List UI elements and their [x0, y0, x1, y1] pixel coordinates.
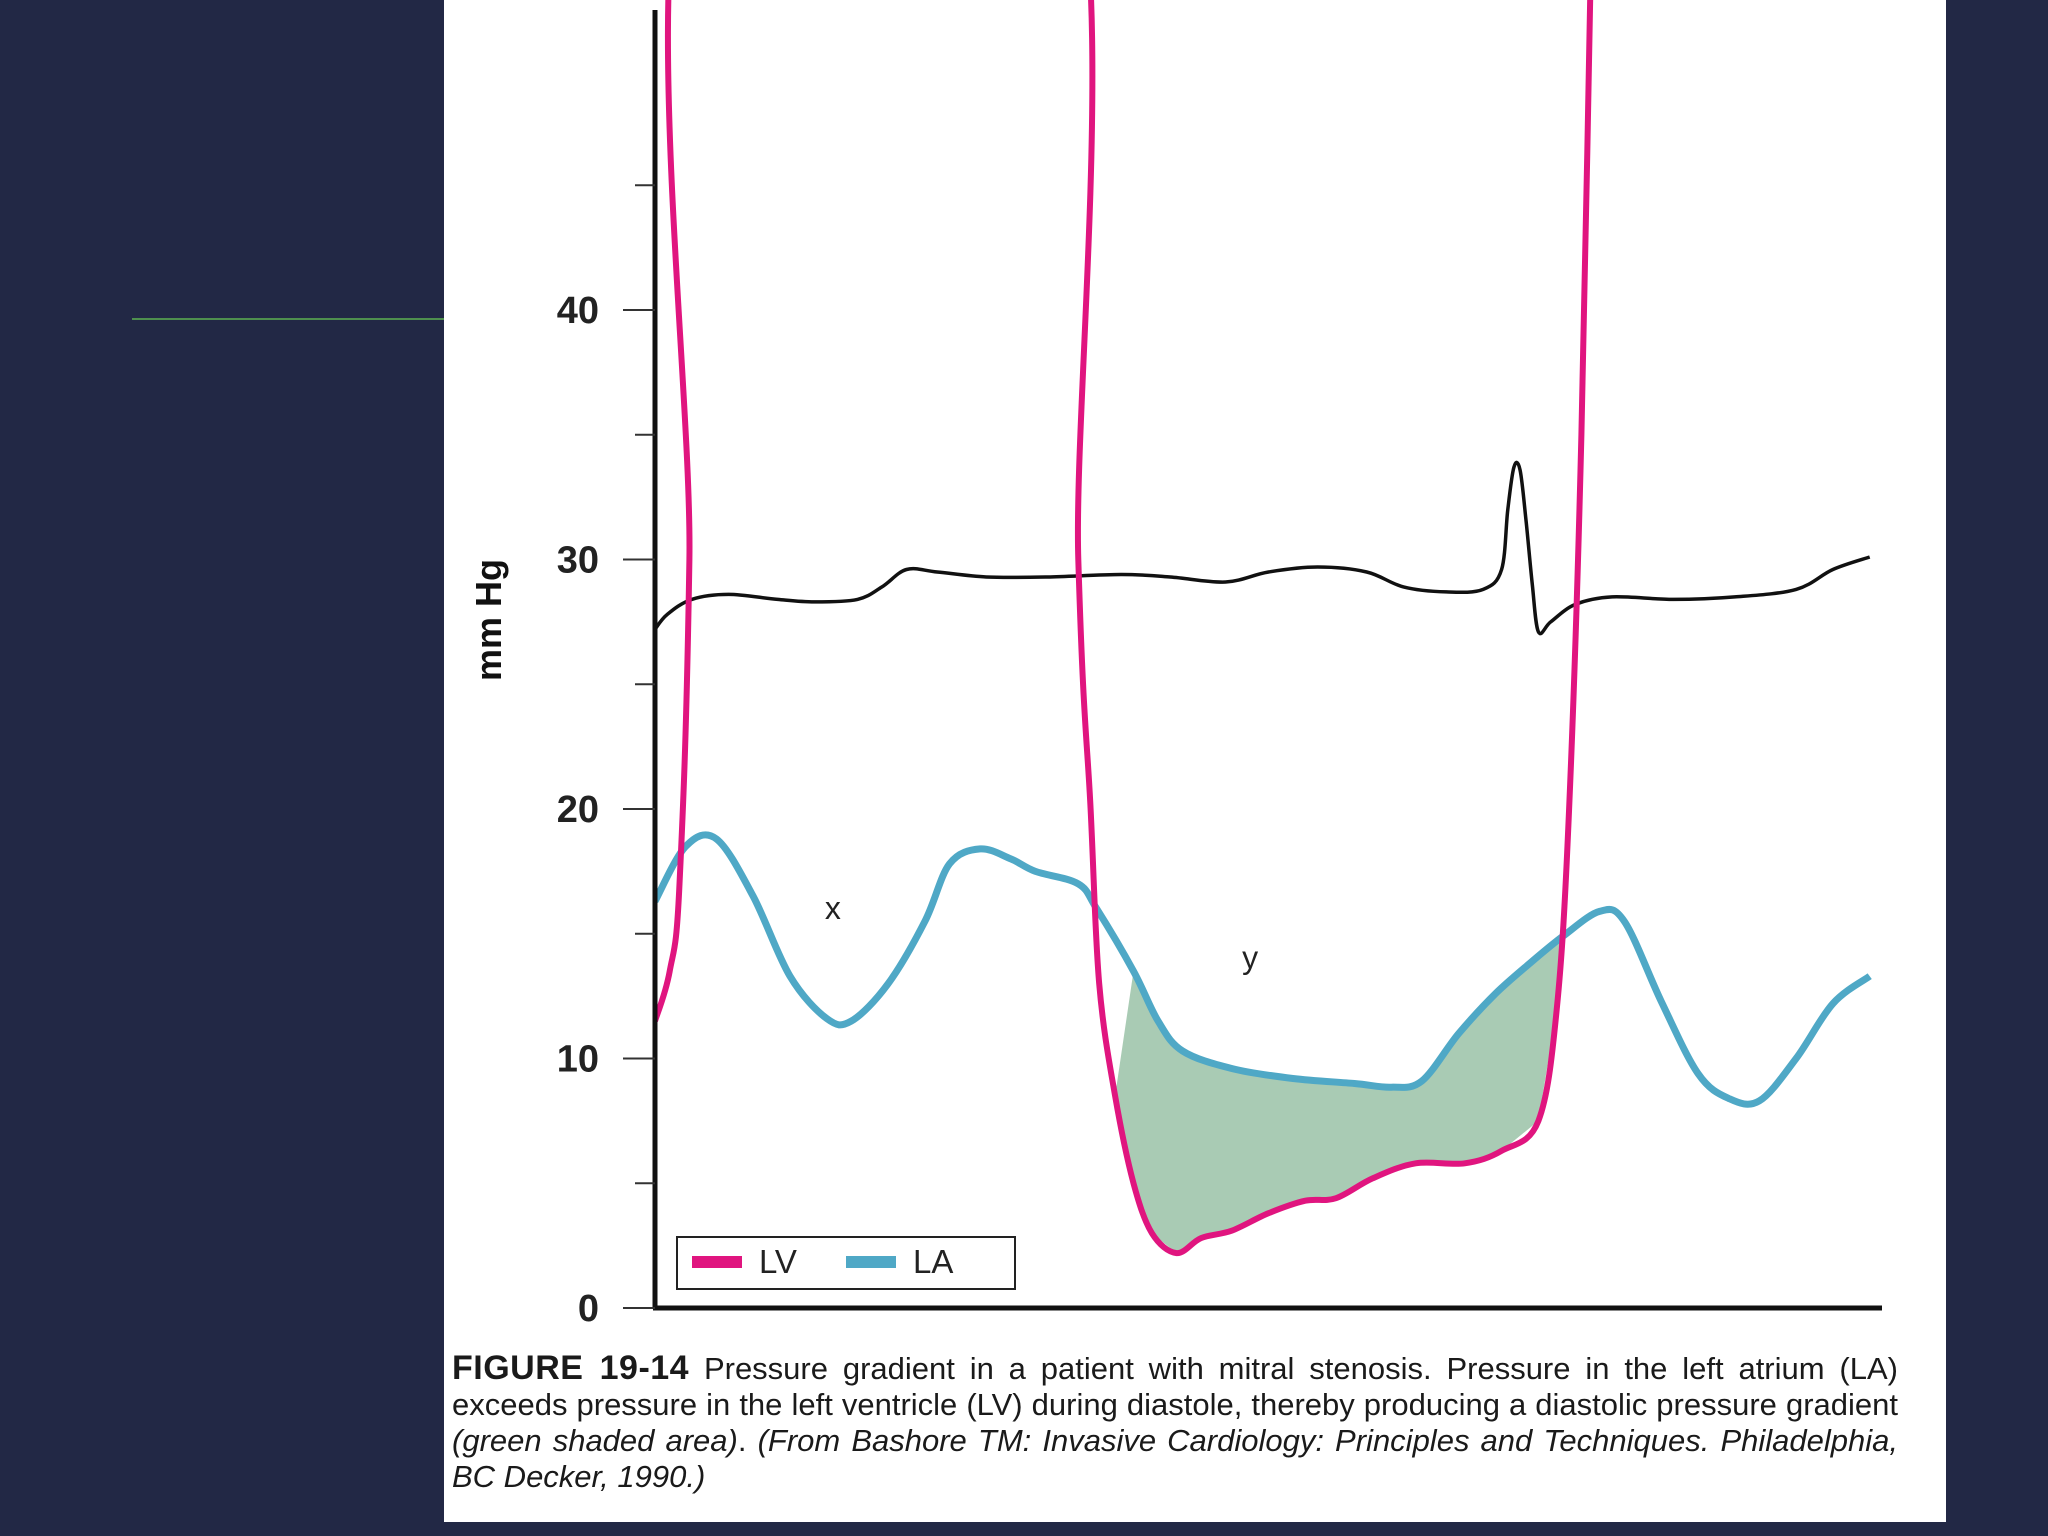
y-tick-label: 0: [578, 1288, 599, 1330]
figure-label: FIGURE 19-14: [452, 1349, 690, 1387]
caption-text-2: .: [737, 1423, 758, 1458]
y-axis-label: mm Hg: [468, 559, 509, 682]
slide-accent-line: [132, 318, 444, 320]
legend: LV LA: [676, 1236, 1016, 1290]
annotation-label: x: [825, 890, 841, 926]
caption-italic-2: (From Bashore TM: Invasive Cardiology: P…: [452, 1423, 1898, 1494]
y-tick-label: 40: [557, 290, 599, 332]
series-line-ecg: [655, 460, 1871, 636]
caption-text-1: Pressure gradient in a patient with mitr…: [452, 1351, 1898, 1422]
caption-italic-1: (green shaded area): [452, 1423, 738, 1458]
y-tick-label: 30: [557, 540, 599, 582]
legend-swatch-lv: [692, 1256, 742, 1268]
series-line-la: [655, 831, 1872, 1108]
gradient-shaded-area: [1115, 809, 1570, 1254]
y-tick-label: 20: [557, 789, 599, 831]
legend-swatch-la: [846, 1256, 896, 1268]
series-line-lv: [655, 0, 1594, 1257]
y-tick-label: 10: [557, 1039, 599, 1081]
legend-label-la: LA: [913, 1243, 953, 1280]
legend-label-lv: LV: [759, 1243, 797, 1280]
figure-caption: FIGURE 19-14 Pressure gradient in a pati…: [452, 1350, 1898, 1495]
annotation-label: y: [1242, 940, 1258, 976]
